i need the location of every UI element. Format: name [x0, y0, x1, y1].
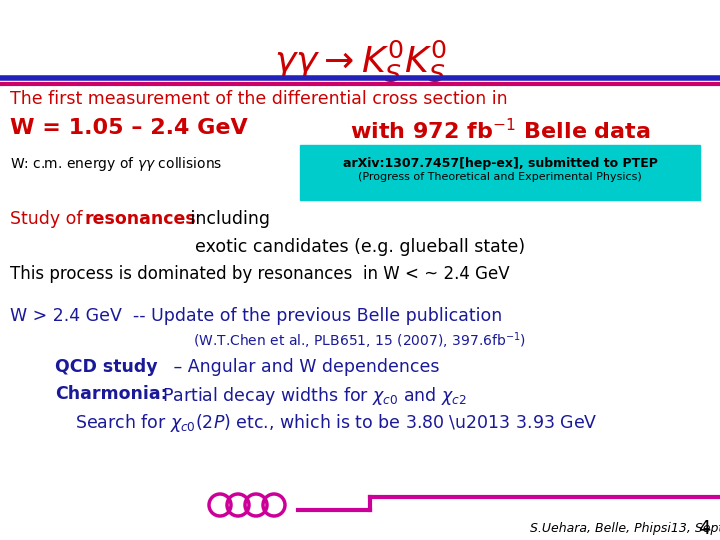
Text: resonances: resonances [85, 210, 197, 228]
Text: arXiv:1307.7457[hep-ex], submitted to PTEP: arXiv:1307.7457[hep-ex], submitted to PT… [343, 157, 657, 170]
Text: – Angular and W dependences: – Angular and W dependences [168, 358, 439, 376]
Text: S.Uehara, Belle, Phipsi13, Sept. 2013: S.Uehara, Belle, Phipsi13, Sept. 2013 [530, 522, 720, 535]
Text: Charmonia:: Charmonia: [55, 385, 168, 403]
FancyBboxPatch shape [300, 145, 700, 200]
Text: Search for $\chi_{c0}(2P)$ etc., which is to be 3.80 \u2013 3.93 GeV: Search for $\chi_{c0}(2P)$ etc., which i… [75, 412, 598, 434]
Text: W = 1.05 – 2.4 GeV: W = 1.05 – 2.4 GeV [10, 118, 248, 138]
Text: $\gamma\gamma \rightarrow K^0_S K^0_S$: $\gamma\gamma \rightarrow K^0_S K^0_S$ [274, 38, 446, 84]
Text: This process is dominated by resonances  in W < ~ 2.4 GeV: This process is dominated by resonances … [10, 265, 510, 283]
Text: W > 2.4 GeV  -- Update of the previous Belle publication: W > 2.4 GeV -- Update of the previous Be… [10, 307, 503, 325]
Text: (W.T.Chen et al., PLB651, 15 (2007), 397.6fb$^{-1}$): (W.T.Chen et al., PLB651, 15 (2007), 397… [194, 330, 526, 350]
Text: Partial decay widths for $\chi_{c0}$ and $\chi_{c2}$: Partial decay widths for $\chi_{c0}$ and… [162, 385, 467, 407]
Text: QCD study: QCD study [55, 358, 158, 376]
Text: W: c.m. energy of $\gamma\gamma$ collisions: W: c.m. energy of $\gamma\gamma$ collisi… [10, 155, 222, 173]
Text: with 972 fb$^{-1}$ Belle data: with 972 fb$^{-1}$ Belle data [350, 118, 651, 143]
Text: Study of: Study of [10, 210, 88, 228]
Text: (Progress of Theoretical and Experimental Physics): (Progress of Theoretical and Experimenta… [358, 172, 642, 182]
Text: exotic candidates (e.g. glueball state): exotic candidates (e.g. glueball state) [195, 238, 525, 256]
Text: including: including [185, 210, 270, 228]
Text: The first measurement of the differential cross section in: The first measurement of the differentia… [10, 90, 508, 108]
Text: 4: 4 [698, 519, 710, 538]
